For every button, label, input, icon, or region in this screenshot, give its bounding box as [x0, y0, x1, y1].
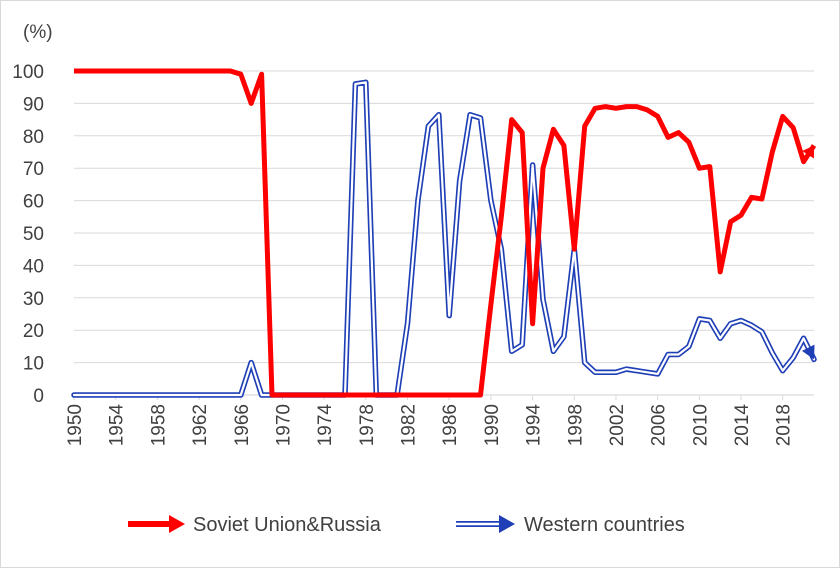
y-axis-ticks: 0 10 20 30 40 50 60 70 80 90 100	[12, 62, 44, 407]
legend-label-soviet-russia: Soviet Union&Russia	[193, 514, 382, 536]
legend: Soviet Union&Russia Western countries	[128, 514, 685, 536]
x-tick-label: 1998	[565, 404, 586, 446]
x-tick-label: 1954	[107, 404, 128, 447]
series-line-western-outer	[71, 79, 817, 398]
legend-swatch-arrow-western	[499, 515, 515, 533]
x-tick-label: 1982	[399, 404, 420, 446]
x-tick-label: 2014	[732, 404, 753, 447]
x-tick-label: 1962	[190, 404, 211, 446]
series-end-arrow-western	[801, 344, 815, 360]
series-layer	[71, 68, 817, 398]
y-tick-label: 80	[23, 127, 44, 148]
series-line-western-inner	[72, 81, 816, 397]
legend-label-western-countries: Western countries	[524, 514, 685, 536]
x-axis-ticks: 1950 1954 1958 1962 1966 1970 1974 1978 1982 1986…	[65, 395, 795, 446]
legend-item-western-countries: Western countries	[456, 514, 685, 536]
x-tick-label: 2006	[649, 404, 670, 446]
x-tick-label: 1994	[524, 404, 545, 447]
x-tick-label: 1986	[440, 404, 461, 446]
x-tick-label: 1966	[232, 404, 253, 446]
y-axis-unit-label: (%)	[23, 22, 53, 43]
y-tick-label: 70	[23, 159, 44, 180]
y-tick-label: 60	[23, 192, 44, 213]
y-tick-label: 30	[23, 289, 44, 310]
x-tick-label: 1978	[357, 404, 378, 446]
series-end-arrow-soviet-russia	[802, 145, 814, 159]
x-tick-label: 2018	[774, 404, 795, 446]
x-tick-label: 1958	[148, 404, 169, 446]
legend-swatch-western-countries	[456, 515, 515, 533]
y-tick-label: 100	[12, 62, 44, 83]
x-tick-label: 1950	[65, 404, 86, 446]
y-tick-label: 50	[23, 224, 44, 245]
series-western-countries	[71, 79, 817, 398]
y-tick-label: 10	[23, 354, 44, 375]
x-tick-label: 1990	[482, 404, 503, 446]
series-soviet-russia	[74, 68, 817, 398]
legend-item-soviet-russia: Soviet Union&Russia	[128, 514, 382, 536]
x-tick-label: 1970	[273, 404, 294, 446]
y-tick-label: 20	[23, 321, 44, 342]
x-tick-label: 2002	[607, 404, 628, 446]
legend-swatch-arrow-soviet	[169, 515, 185, 533]
series-line-soviet-russia	[74, 68, 817, 398]
legend-swatch-soviet-russia	[128, 515, 185, 533]
y-tick-label: 0	[33, 386, 44, 407]
x-tick-label: 1974	[315, 404, 336, 447]
y-tick-label: 40	[23, 256, 44, 277]
x-tick-label: 2010	[690, 404, 711, 446]
y-tick-label: 90	[23, 94, 44, 115]
